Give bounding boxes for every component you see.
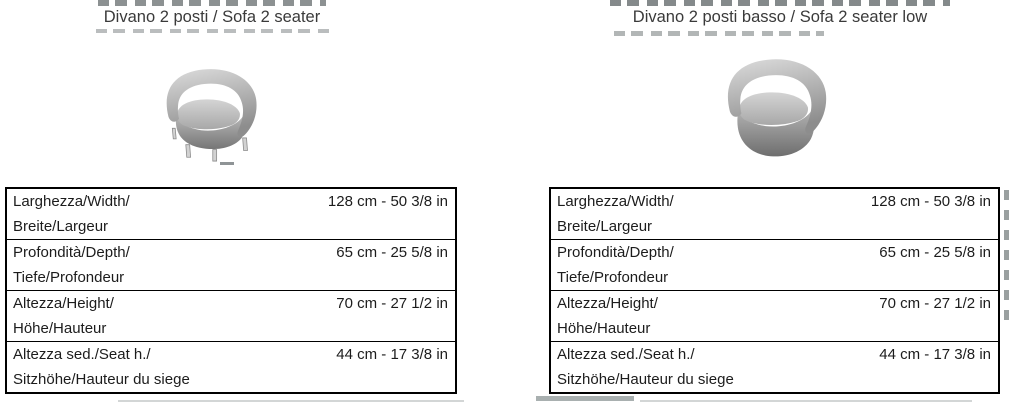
spec-label-line1: Altezza/Height/	[13, 295, 114, 312]
spec-row-height: Altezza/Height/ Höhe/Hauteur 70 cm - 27 …	[551, 290, 998, 341]
spec-label-line2: Höhe/Hauteur	[557, 320, 651, 337]
sofa-2-seater-low-image	[708, 46, 836, 164]
spec-row-depth: Profondità/Depth/ Tiefe/Profondeur 65 cm…	[551, 239, 998, 290]
spec-label-line1: Profondità/Depth/	[557, 244, 674, 261]
spec-value: 70 cm - 27 1/2 in	[336, 295, 448, 312]
spec-label-line2: Tiefe/Profondeur	[557, 269, 669, 286]
cropped-text-artifact	[1004, 190, 1009, 320]
cropped-text-artifact	[640, 400, 972, 402]
spec-label-line1: Profondità/Depth/	[13, 244, 130, 261]
spec-label-line2: Breite/Largeur	[13, 218, 109, 235]
cropped-text-artifact	[614, 31, 824, 36]
spec-label-line2: Tiefe/Profondeur	[13, 269, 125, 286]
spec-row-seat-height: Altezza sed./Seat h./ Sitzhöhe/Hauteur d…	[551, 341, 998, 392]
sofa-2-seater-image	[148, 57, 266, 163]
spec-value: 70 cm - 27 1/2 in	[879, 295, 991, 312]
spec-value: 44 cm - 17 3/8 in	[336, 346, 448, 363]
spec-label-line1: Altezza sed./Seat h./	[557, 346, 695, 363]
spec-row-depth: Profondità/Depth/ Tiefe/Profondeur 65 cm…	[7, 239, 455, 290]
spec-value: 128 cm - 50 3/8 in	[327, 193, 448, 210]
spec-label-line2: Breite/Largeur	[557, 218, 653, 235]
spec-table-sofa-2-seater-low: Larghezza/Width/ Breite/Largeur 128 cm -…	[549, 187, 1000, 394]
spec-row-width: Larghezza/Width/ Breite/Largeur 128 cm -…	[7, 189, 455, 239]
product-title-sofa-2-seater: Divano 2 posti / Sofa 2 seater	[88, 6, 336, 29]
spec-row-seat-height: Altezza sed./Seat h./ Sitzhöhe/Hauteur d…	[7, 341, 455, 392]
spec-label-line2: Höhe/Hauteur	[13, 320, 107, 337]
spec-value: 65 cm - 25 5/8 in	[336, 244, 448, 261]
spec-table-sofa-2-seater: Larghezza/Width/ Breite/Largeur 128 cm -…	[5, 187, 457, 394]
product-title-sofa-2-seater-low: Divano 2 posti basso / Sofa 2 seater low	[606, 6, 954, 29]
cropped-text-artifact	[536, 396, 634, 401]
spec-value: 44 cm - 17 3/8 in	[879, 346, 991, 363]
spec-label-line2: Sitzhöhe/Hauteur du siege	[557, 371, 734, 388]
sofa-icon	[166, 69, 257, 162]
spec-value: 128 cm - 50 3/8 in	[870, 193, 991, 210]
spec-label-line1: Larghezza/Width/	[557, 193, 674, 210]
spec-row-height: Altezza/Height/ Höhe/Hauteur 70 cm - 27 …	[7, 290, 455, 341]
spec-row-width: Larghezza/Width/ Breite/Largeur 128 cm -…	[551, 189, 998, 239]
spec-value: 65 cm - 25 5/8 in	[879, 244, 991, 261]
spec-label-line1: Altezza/Height/	[557, 295, 658, 312]
cropped-text-artifact	[96, 29, 332, 33]
sofa-low-icon	[727, 59, 827, 157]
spec-label-line1: Larghezza/Width/	[13, 193, 130, 210]
spec-label-line2: Sitzhöhe/Hauteur du siege	[13, 371, 190, 388]
cropped-text-artifact	[118, 400, 464, 402]
spec-label-line1: Altezza sed./Seat h./	[13, 346, 151, 363]
